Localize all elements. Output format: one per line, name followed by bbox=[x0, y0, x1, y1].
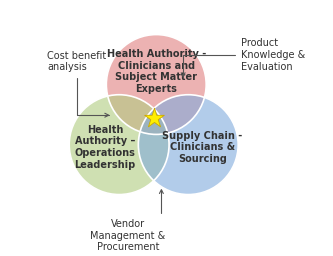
Circle shape bbox=[106, 35, 206, 134]
Text: Health
Authority –
Operations
Leadership: Health Authority – Operations Leadership bbox=[75, 125, 136, 170]
Text: Vendor
Management &
Procurement: Vendor Management & Procurement bbox=[91, 190, 166, 252]
Point bbox=[152, 116, 157, 120]
Text: Cost benefit
analysis: Cost benefit analysis bbox=[48, 51, 109, 117]
Text: Supply Chain -
Clinicians &
Sourcing: Supply Chain - Clinicians & Sourcing bbox=[162, 131, 242, 164]
Text: Health Authority -
Clinicians and
Subject Matter
Experts: Health Authority - Clinicians and Subjec… bbox=[107, 49, 206, 94]
Circle shape bbox=[69, 95, 169, 195]
Text: Product
Knowledge &
Evaluation: Product Knowledge & Evaluation bbox=[181, 38, 305, 77]
Circle shape bbox=[138, 95, 238, 195]
